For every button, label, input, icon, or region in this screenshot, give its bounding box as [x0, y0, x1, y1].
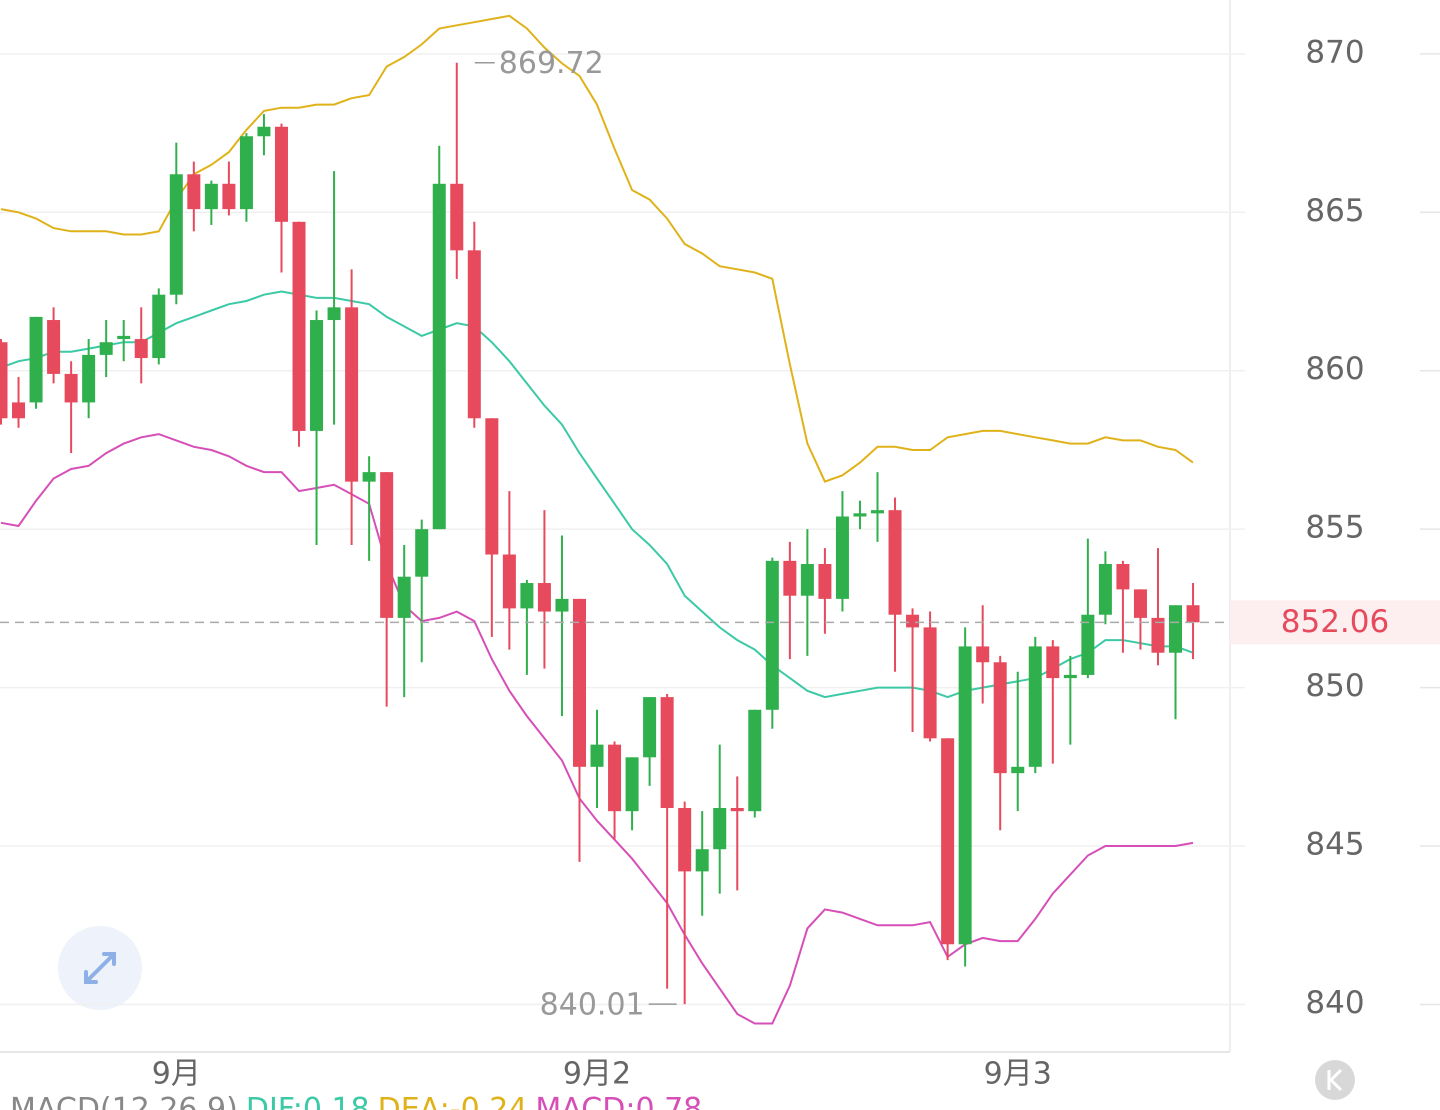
candle-body	[643, 697, 657, 758]
y-tick-label: 845	[1305, 827, 1364, 863]
x-tick-label: 9月	[152, 1057, 201, 1092]
candle-body	[29, 316, 43, 403]
candle-body	[783, 560, 797, 596]
candle-body	[572, 598, 586, 767]
x-tick-label: 9月3	[984, 1057, 1052, 1092]
last-price-bg	[1230, 600, 1440, 645]
candle-body	[835, 516, 849, 599]
candle-body	[222, 183, 236, 210]
candle-body	[362, 472, 376, 482]
candle-body	[871, 510, 884, 514]
candle-body	[204, 183, 218, 210]
candle-body	[47, 320, 61, 374]
y-tick-label: 870	[1305, 34, 1364, 70]
candle-body	[993, 662, 1007, 774]
candle-body	[502, 554, 516, 609]
candle-body	[1046, 646, 1060, 679]
candle-body	[765, 560, 779, 710]
candle-body	[292, 221, 306, 431]
indicator-label: MACD:0.78	[535, 1092, 702, 1110]
candle-body	[923, 627, 937, 739]
candle-body	[117, 335, 131, 340]
candle-body	[1169, 605, 1183, 653]
candle-body	[64, 373, 78, 403]
candle-body	[906, 614, 920, 628]
candle-body	[958, 646, 972, 945]
candle-body	[537, 583, 551, 612]
candle-body	[99, 342, 113, 355]
candle-body	[1116, 564, 1130, 590]
candle-body	[345, 307, 359, 482]
candle-body	[608, 744, 622, 812]
candle-body	[380, 472, 394, 618]
candle-body	[520, 583, 534, 609]
y-tick-label: 865	[1305, 193, 1364, 229]
candle-body	[888, 510, 902, 615]
candle-body	[397, 576, 411, 618]
candle-body	[1151, 617, 1165, 653]
candle-body	[625, 757, 639, 812]
candle-body	[432, 183, 446, 530]
candle-body	[1063, 674, 1077, 679]
indicator-label: DIF:0.18	[246, 1092, 370, 1110]
candle-body	[800, 564, 814, 596]
candle-body	[748, 709, 762, 812]
candle-body	[1133, 589, 1147, 618]
candle-body	[0, 342, 8, 419]
candle-body	[678, 808, 692, 872]
candle-body	[485, 418, 499, 555]
band-line	[0, 433, 1194, 1025]
y-tick-label: 860	[1305, 351, 1364, 387]
candle-body	[1098, 564, 1112, 615]
candle-body	[450, 183, 464, 251]
last-price-label: 852.06	[1281, 604, 1389, 640]
candle-body	[853, 513, 867, 517]
y-tick-label: 855	[1305, 510, 1364, 546]
k-bg[interactable]	[1315, 1060, 1355, 1100]
x-tick-label: 9月2	[563, 1057, 631, 1092]
candle-body	[1186, 605, 1200, 623]
indicator-label: DEA:-0.24	[378, 1092, 528, 1110]
candle-body	[555, 598, 569, 612]
candle-body	[274, 126, 288, 222]
candle-body	[695, 849, 709, 872]
candle-body	[590, 744, 604, 767]
y-tick-label: 840	[1305, 985, 1364, 1021]
indicator-legend: MACD(12,26,9) DIF:0.18 DEA:-0.24 MACD:0.78	[10, 1092, 702, 1110]
candle-body	[941, 738, 955, 945]
candle-body	[1028, 646, 1042, 767]
candle-body	[467, 250, 481, 419]
high-label: 869.72	[499, 46, 604, 81]
candle-body	[818, 564, 832, 599]
candle-body	[134, 339, 148, 359]
candle-body	[310, 320, 324, 431]
candle-body	[82, 354, 96, 403]
candle-body	[187, 174, 201, 210]
indicator-label: MACD(12,26,9)	[10, 1092, 238, 1110]
y-tick-label: 850	[1305, 668, 1364, 704]
candle-body	[1081, 614, 1095, 675]
candle-body	[1011, 766, 1025, 774]
low-label: 840.01	[540, 988, 645, 1023]
expand-button[interactable]	[58, 926, 142, 1010]
candle-body	[730, 808, 744, 812]
candle-body	[12, 402, 26, 419]
candle-body	[327, 307, 341, 321]
candle-body	[713, 808, 727, 850]
k-icon[interactable]	[1327, 1068, 1343, 1092]
candle-body	[239, 136, 253, 210]
candle-body	[660, 697, 674, 809]
candle-body	[257, 126, 271, 137]
candle-body	[152, 294, 166, 359]
k-button[interactable]	[1315, 1060, 1355, 1100]
expand-icon[interactable]	[84, 952, 116, 984]
candle-body	[169, 174, 183, 295]
candle-body	[415, 529, 429, 577]
band-line	[0, 14, 1194, 483]
candle-body	[976, 646, 990, 663]
band-line	[0, 290, 1194, 699]
